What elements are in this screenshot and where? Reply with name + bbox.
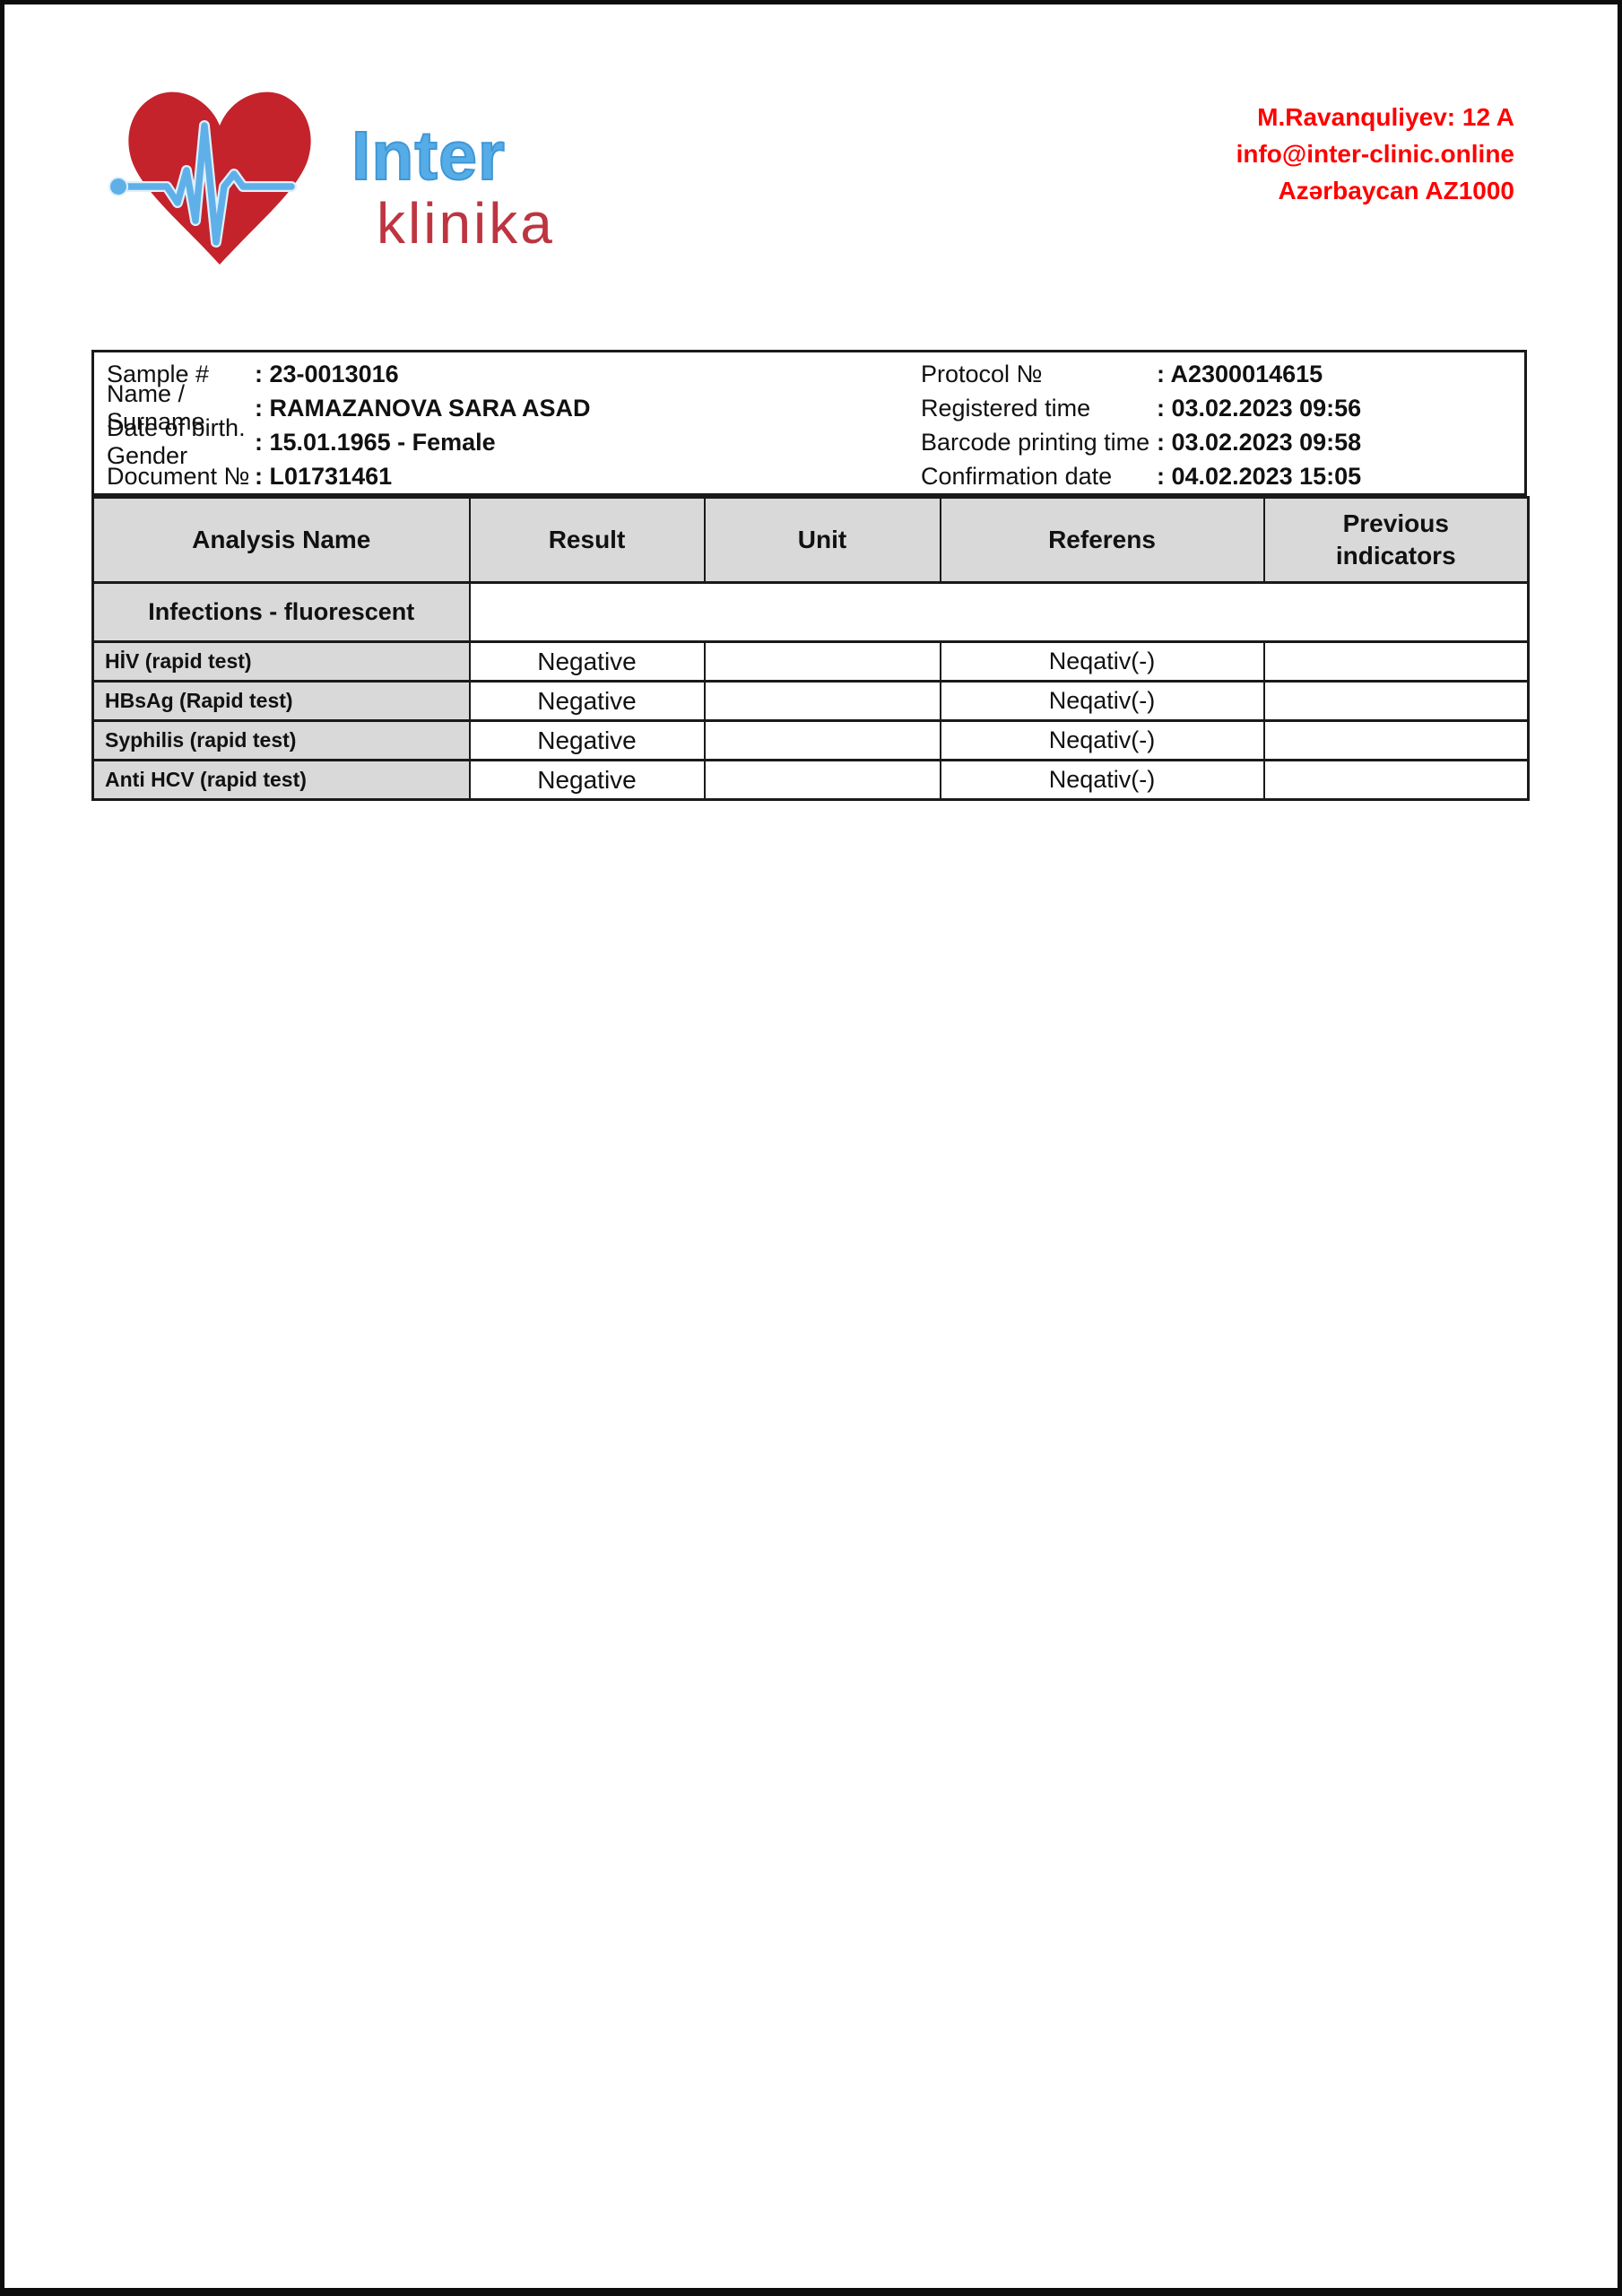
results-header-row: Analysis Name Result Unit Referens Previ… [91,496,1530,584]
unit-cell [703,640,941,683]
referens-cell: Neqativ(-) [939,759,1265,801]
unit-cell [703,759,941,801]
barcode-time-label: Barcode printing time [921,428,1150,456]
document-number-label: Document № [107,462,250,490]
contact-email: info@inter-clinic.online [1236,140,1514,168]
clinic-contact-block: M.Ravanquliyev: 12 A info@inter-clinic.o… [1236,99,1514,209]
barcode-time-value: 03.02.2023 09:58 [1157,429,1515,457]
analysis-name-cell: HBsAg (Rapid test) [91,680,471,722]
table-row: HBsAg (Rapid test) Negative Neqativ(-) [91,680,1530,722]
section-row-empty [468,581,1530,643]
table-row: Anti HCV (rapid test) Negative Neqativ(-… [91,759,1530,801]
section-title: Infections - fluorescent [91,581,471,643]
previous-indicators-cell [1262,640,1530,683]
heart-ekg-icon [108,91,311,265]
brand-name-klinika: klinika [377,191,555,256]
previous-indicators-cell [1262,680,1530,722]
col-header-unit: Unit [703,496,941,584]
document-number-value: L01731461 [255,463,921,491]
info-row: Document № L01731461 Confirmation date 0… [94,459,1524,493]
previous-indicators-cell [1262,759,1530,801]
result-cell: Negative [468,759,706,801]
table-row: HİV (rapid test) Negative Neqativ(-) [91,640,1530,683]
result-cell: Negative [468,680,706,722]
info-row: Date of birth. Gender 15.01.1965 - Femal… [94,414,1524,469]
contact-country-zip: Azərbaycan AZ1000 [1278,177,1514,204]
referens-cell: Neqativ(-) [939,719,1265,761]
col-header-result: Result [468,496,706,584]
protocol-number-label: Protocol № [921,360,1043,387]
result-cell: Negative [468,640,706,683]
clinic-logo: Inter klinika [108,81,610,287]
col-header-referens: Referens [939,496,1265,584]
confirmation-date-label: Confirmation date [921,462,1113,490]
contact-address-line: M.Ravanquliyev: 12 A [1257,103,1514,131]
analysis-name-cell: HİV (rapid test) [91,640,471,683]
brand-name-inter: Inter [351,117,506,196]
analysis-name-cell: Syphilis (rapid test) [91,719,471,761]
referens-cell: Neqativ(-) [939,680,1265,722]
registered-time-value: 03.02.2023 09:56 [1157,395,1515,422]
patient-info-box: Sample # 23-0013016 Protocol № A23000146… [91,350,1527,496]
col-header-analysis-name: Analysis Name [91,496,471,584]
sample-number-label: Sample # [107,360,210,387]
results-table: Analysis Name Result Unit Referens Previ… [91,496,1530,801]
referens-cell: Neqativ(-) [939,640,1265,683]
unit-cell [703,680,941,722]
previous-indicators-cell [1262,719,1530,761]
protocol-number-value: A2300014615 [1157,361,1515,388]
sample-number-value: 23-0013016 [255,361,921,388]
section-row: Infections - fluorescent [91,581,1530,643]
analysis-name-cell: Anti HCV (rapid test) [91,759,471,801]
name-surname-value: RAMAZANOVA SARA ASAD [255,395,921,422]
unit-cell [703,719,941,761]
birthdate-gender-value: 15.01.1965 - Female [255,429,921,457]
name-surname-label: Name / Surname [107,380,205,435]
result-cell: Negative [468,719,706,761]
col-header-previous-indicators: Previous indicators [1262,496,1530,584]
info-row: Name / Surname RAMAZANOVA SARA ASAD Regi… [94,380,1524,435]
info-row: Sample # 23-0013016 Protocol № A23000146… [94,357,1524,391]
birthdate-gender-label: Date of birth. Gender [107,414,246,469]
confirmation-date-value: 04.02.2023 15:05 [1157,463,1515,491]
table-row: Syphilis (rapid test) Negative Neqativ(-… [91,719,1530,761]
registered-time-label: Registered time [921,394,1091,422]
